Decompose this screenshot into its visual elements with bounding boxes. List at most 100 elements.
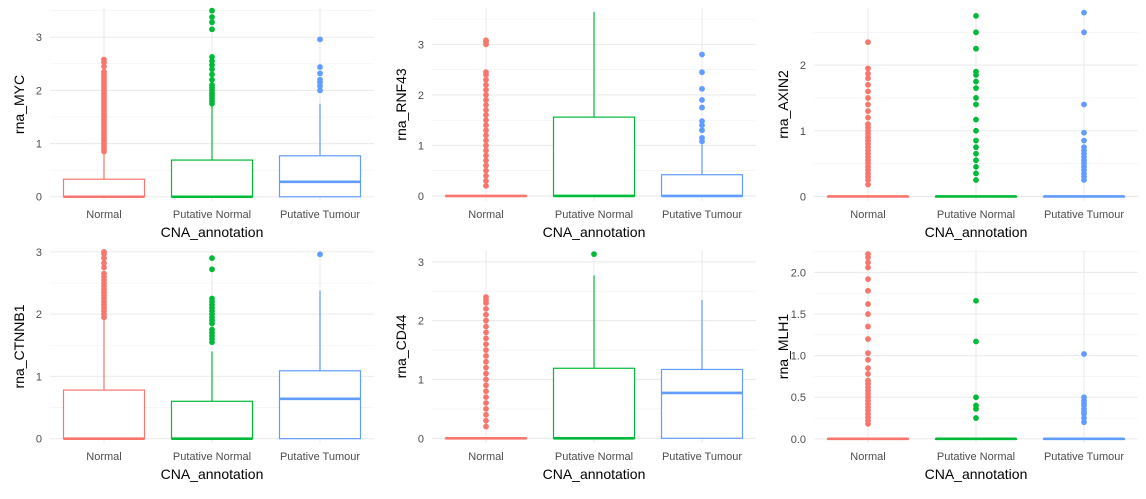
outlier-point <box>483 167 489 174</box>
x-tick-label: Putative Tumour <box>280 451 360 463</box>
outlier-point <box>101 63 107 70</box>
panel-rna_MYC: 0 1 2 3 Normal Putative Normal Putative Tumour… <box>0 0 382 249</box>
outlier-point <box>865 365 871 372</box>
box-body <box>278 155 362 198</box>
box-body <box>278 370 362 440</box>
outlier-point <box>483 405 489 412</box>
panel-rna_CTNNB1: 0 1 2 3 Normal Putative Normal Putative Tumour… <box>0 242 382 491</box>
outlier-point <box>865 259 871 266</box>
outlier-point <box>973 29 979 36</box>
outlier-point <box>209 14 215 20</box>
box-normal <box>62 248 146 440</box>
outlier-point <box>865 95 871 101</box>
chart-svg: 0 1 2 3 Normal Putative Normal Putative Tumour… <box>393 8 756 240</box>
outlier-point <box>483 37 489 44</box>
outlier-point <box>973 12 979 19</box>
outlier-point <box>483 69 489 76</box>
outlier-point <box>483 411 489 418</box>
y-tick-label: 3 <box>36 247 42 259</box>
x-tick-label: Putative Normal <box>937 451 1015 463</box>
outlier-point <box>209 326 215 333</box>
outlier-point <box>1081 101 1087 108</box>
outlier-point <box>483 117 489 124</box>
y-tick-label: 3 <box>418 257 424 269</box>
outlier-point <box>1081 415 1087 421</box>
outlier-point <box>483 122 489 129</box>
outlier-point <box>973 394 979 401</box>
outlier-point <box>483 400 489 406</box>
outlier-point <box>483 323 489 330</box>
outlier-point <box>973 45 979 52</box>
outlier-point <box>1081 9 1087 16</box>
outlier-point <box>1081 137 1087 144</box>
outlier-point <box>209 58 215 65</box>
outlier-point <box>865 276 871 283</box>
y-tick-label: 0 <box>418 191 424 203</box>
outlier-point <box>973 170 979 177</box>
x-tick-label: Putative Normal <box>555 209 633 221</box>
outlier-point <box>699 85 705 92</box>
y-tick-label: 1.5 <box>791 309 806 321</box>
outlier-point <box>483 92 489 98</box>
outlier-point <box>973 415 979 421</box>
box-putative-tumour <box>1042 9 1126 198</box>
outlier-point <box>699 118 705 125</box>
x-tick-label: Putative Tumour <box>662 451 742 463</box>
outlier-point <box>483 370 489 377</box>
box-body <box>170 400 254 440</box>
outlier-point <box>1081 144 1087 151</box>
panel-rna_MLH1: 0.0 0.5 1.0 1.5 2.0 Normal Putative Normal Puta… <box>764 242 1146 491</box>
outlier-point <box>483 147 489 154</box>
panel-rna_CD44: 0 1 2 3 Normal Putative Normal Putative Tumour… <box>382 242 764 491</box>
outlier-point <box>865 88 871 95</box>
y-axis-title: rna_CD44 <box>393 314 409 378</box>
outlier-point <box>317 76 323 83</box>
outlier-point <box>483 142 489 149</box>
box-putative-normal <box>552 12 636 198</box>
outlier-point <box>483 127 489 134</box>
x-tick-label: Putative Tumour <box>280 209 360 221</box>
outlier-point <box>209 76 215 83</box>
box-putative-normal <box>170 255 254 440</box>
outlier-point <box>483 172 489 179</box>
outlier-point <box>699 104 705 111</box>
x-axis-title: CNA_annotation <box>161 466 264 482</box>
outlier-point <box>973 157 979 164</box>
outlier-point <box>973 68 979 75</box>
y-tick-label: 0 <box>36 192 42 204</box>
outlier-point <box>209 255 215 261</box>
box-putative-tumour <box>278 251 362 440</box>
outlier-point <box>209 26 215 33</box>
outlier-point <box>209 71 215 78</box>
outlier-point <box>865 356 871 363</box>
outlier-point <box>483 86 489 93</box>
outlier-point <box>865 251 871 258</box>
box-normal <box>826 39 910 198</box>
y-tick-label: 3 <box>36 32 42 44</box>
outlier-point <box>865 287 871 294</box>
chart-svg: 0 1 2 3 Normal Putative Normal Putative Tumour… <box>11 7 374 240</box>
outlier-point <box>973 101 979 108</box>
x-tick-label: Normal <box>468 209 503 221</box>
x-axis-title: CNA_annotation <box>543 466 646 482</box>
y-tick-label: 0 <box>800 191 806 203</box>
chart-svg: 0 1 2 Normal Putative Normal Putative Tumour C… <box>775 8 1138 240</box>
outlier-point <box>483 97 489 103</box>
outlier-point <box>483 137 489 144</box>
outlier-point <box>973 116 979 123</box>
x-tick-label: Putative Normal <box>173 209 251 221</box>
y-axis-title: rna_RNF43 <box>393 68 409 141</box>
x-tick-label: Putative Normal <box>555 451 633 463</box>
outlier-point <box>209 82 215 88</box>
outlier-point <box>973 177 979 183</box>
box-putative-tumour <box>1042 351 1126 441</box>
outlier-point <box>699 134 705 141</box>
y-tick-label: 2.0 <box>791 267 806 279</box>
box-putative-tumour <box>660 51 744 198</box>
outlier-point <box>973 144 979 151</box>
x-axis-title: CNA_annotation <box>925 224 1028 240</box>
outlier-point <box>699 51 705 58</box>
y-tick-label: 2 <box>800 60 806 72</box>
y-tick-label: 0 <box>36 434 42 446</box>
